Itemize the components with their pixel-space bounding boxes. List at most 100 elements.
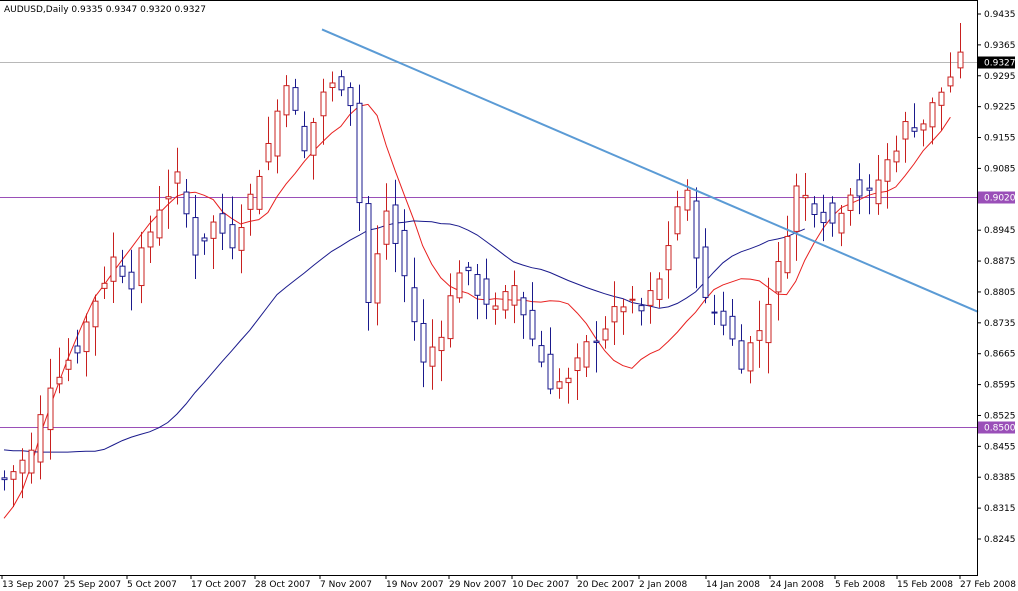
candle-body — [902, 121, 909, 140]
candle-body — [156, 209, 163, 239]
candle-body — [611, 306, 618, 323]
y-tick-label: 0.8245 — [984, 535, 1016, 545]
candle-body — [602, 328, 609, 341]
candle-body — [702, 246, 709, 298]
x-tick-label: 10 Dec 2007 — [512, 580, 570, 590]
candle-body — [474, 274, 481, 296]
candle-body — [301, 125, 308, 152]
candle-body — [101, 282, 108, 289]
candle-body — [747, 342, 754, 372]
candle-body — [565, 377, 572, 384]
candle-body — [229, 224, 236, 249]
x-tick-label: 7 Nov 2007 — [320, 580, 372, 590]
candle-body — [793, 185, 800, 232]
candle-body — [310, 121, 317, 156]
candle-body — [529, 309, 536, 340]
candle-body — [37, 414, 44, 463]
candle-body — [684, 189, 691, 211]
candle-body — [947, 76, 954, 87]
trendline[interactable] — [321, 28, 979, 313]
price-badges: 0.9020 0.8500 0.9327 — [978, 56, 1016, 434]
axes — [0, 0, 978, 576]
candle-body — [1, 477, 8, 481]
candle-body — [128, 271, 135, 290]
candle-body — [938, 91, 945, 106]
x-tick-label: 15 Feb 2008 — [897, 580, 953, 590]
candle-body — [274, 110, 281, 157]
y-tick-label: 0.8525 — [984, 411, 1016, 421]
candlesticks — [1, 23, 964, 507]
y-tick-label: 0.8665 — [984, 350, 1016, 360]
candle-body — [856, 179, 863, 197]
candle-body — [138, 247, 145, 287]
candle-body — [729, 315, 736, 340]
candle-body — [820, 211, 827, 224]
x-tick-label: 28 Oct 2007 — [255, 580, 311, 590]
candle-body — [875, 179, 882, 205]
y-tick-label: 0.9365 — [984, 41, 1016, 51]
candle-body — [265, 142, 272, 163]
y-tick-label: 0.9225 — [984, 103, 1016, 113]
candle-body — [201, 237, 208, 242]
y-tick-label: 0.8315 — [984, 504, 1016, 514]
candle-body — [174, 171, 181, 184]
y-tick-label: 0.8805 — [984, 288, 1016, 298]
candle-body — [65, 359, 72, 370]
candle-body — [92, 300, 99, 328]
candle-body — [74, 345, 81, 354]
candle-body — [884, 159, 891, 182]
candle-body — [192, 217, 199, 256]
x-tick-label: 14 Jan 2008 — [706, 580, 760, 590]
y-tick-label: 0.8735 — [984, 319, 1016, 329]
candle-body — [10, 471, 17, 480]
x-tick-label: 29 Nov 2007 — [449, 580, 507, 590]
candle-body — [147, 231, 154, 248]
candle-body — [383, 210, 390, 245]
candle-body — [583, 341, 590, 368]
candle-body — [110, 256, 117, 282]
candle-body — [511, 285, 518, 306]
candle-body — [538, 345, 545, 363]
candle-body — [556, 381, 563, 389]
candle-body — [866, 187, 873, 191]
y-tick-label: 0.9435 — [984, 10, 1016, 20]
x-tick-label: 2 Jan 2008 — [639, 580, 687, 590]
x-tick-label: 27 Feb 2008 — [960, 580, 1016, 590]
candle-body — [756, 330, 763, 341]
candle-body — [83, 321, 90, 353]
candle-body — [656, 278, 663, 300]
candle-body — [283, 85, 290, 116]
candle-body — [465, 266, 472, 272]
candle-body — [219, 213, 226, 234]
candle-body — [911, 127, 918, 132]
x-tick-label: 24 Jan 2008 — [770, 580, 824, 590]
candle-body — [711, 311, 718, 314]
candle-body — [629, 298, 636, 301]
candle-body — [447, 295, 454, 340]
x-tick-label: 5 Oct 2007 — [127, 580, 177, 590]
level-price-label: 0.8500 — [984, 424, 1016, 434]
candle-body — [802, 194, 809, 199]
x-axis-ticks: 13 Sep 2007 25 Sep 2007 5 Oct 2007 17 Oct 2… — [1, 575, 1016, 590]
y-tick-label: 0.8875 — [984, 257, 1016, 267]
y-tick-label: 0.8455 — [984, 442, 1016, 452]
candle-body — [456, 272, 463, 299]
level-price-badge — [978, 191, 1015, 204]
candle-body — [847, 194, 854, 211]
x-tick-label: 20 Dec 2007 — [577, 580, 635, 590]
candle-body — [429, 346, 436, 367]
x-tick-label: 5 Feb 2008 — [835, 580, 886, 590]
trendline-layer[interactable] — [321, 28, 979, 313]
y-tick-label: 0.8945 — [984, 226, 1016, 236]
candle-body — [574, 357, 581, 372]
candle-body — [775, 261, 782, 293]
candle-body — [838, 212, 845, 234]
candle-body — [784, 235, 791, 274]
candle-body — [47, 387, 54, 431]
candle-body — [238, 227, 245, 251]
candle-body — [920, 123, 927, 131]
candle-body — [720, 310, 727, 326]
level-price-badge — [978, 421, 1015, 434]
